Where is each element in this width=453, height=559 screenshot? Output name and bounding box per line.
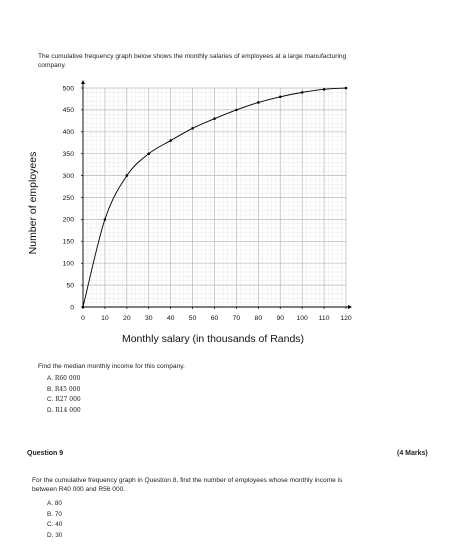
data-point xyxy=(103,218,107,221)
data-point xyxy=(147,152,151,155)
y-tick-label: 100 xyxy=(63,261,75,268)
y-tick-label: 200 xyxy=(63,217,75,224)
question8-options: A. R60 000 B. R45 000 C. R27 000 D. R14 … xyxy=(47,374,81,416)
x-tick-label: 40 xyxy=(167,315,175,322)
y-tick-label: 350 xyxy=(63,151,75,158)
y-tick-label: 250 xyxy=(63,195,75,202)
x-tick-label: 30 xyxy=(145,315,153,322)
question8-option-b[interactable]: B. R45 000 xyxy=(47,385,81,393)
x-tick-label: 110 xyxy=(319,315,330,322)
data-point xyxy=(191,126,194,130)
question9-option-b[interactable]: B. 70 xyxy=(47,510,62,518)
x-tick-label: 0 xyxy=(81,315,85,322)
data-point xyxy=(213,117,216,120)
data-point xyxy=(300,91,304,94)
question9-prompt: For the cumulative frequency graph in Qu… xyxy=(32,477,343,493)
intro-text: The cumulative frequency graph below sho… xyxy=(38,53,347,69)
x-tick-label: 120 xyxy=(340,315,352,322)
question8-option-a[interactable]: A. R60 000 xyxy=(47,375,81,382)
x-tick-label: 80 xyxy=(255,315,263,322)
question8-option-d[interactable]: D. R14 000 xyxy=(47,406,81,414)
question9-option-c[interactable]: C. 40 xyxy=(47,521,63,528)
question9-option-a[interactable]: A. 80 xyxy=(47,500,62,507)
question9-options: A. 80 B. 70 C. 40 D. 30 xyxy=(47,499,62,541)
data-point xyxy=(278,95,282,99)
series xyxy=(81,86,348,309)
data-point xyxy=(322,88,326,91)
y-tick-label: 150 xyxy=(63,239,75,246)
question8-prompt: Find the median monthly income for this … xyxy=(38,363,185,370)
y-tick-label: 500 xyxy=(63,85,75,92)
data-point xyxy=(125,174,129,177)
y-axis-arrow xyxy=(81,80,85,84)
x-tick-label: 70 xyxy=(233,315,241,322)
y-axis-label: Number of employees xyxy=(27,152,39,255)
cumulative-frequency-chart: 0 10 20 30 40 50 60 70 80 90 100 110 120 0 50 100 150 200… xyxy=(27,80,352,345)
y-tick-label: 0 xyxy=(70,304,74,311)
x-tick-label: 10 xyxy=(101,315,109,322)
question9-marks: (4 Marks) xyxy=(397,450,428,457)
data-point xyxy=(344,86,348,90)
y-tick-label: 400 xyxy=(63,129,75,136)
x-axis-label: Monthly salary (in thousands of Rands) xyxy=(122,333,304,345)
x-tick-label: 20 xyxy=(123,315,131,322)
x-tick-label: 50 xyxy=(189,315,197,322)
question9-heading: Question 9 xyxy=(27,450,64,457)
data-point xyxy=(81,305,85,309)
question9-option-d[interactable]: D. 30 xyxy=(47,531,63,539)
x-axis-arrow xyxy=(348,305,352,309)
y-tick-label: 300 xyxy=(63,173,75,180)
y-tick-label: 50 xyxy=(66,282,74,289)
tick-labels: 0 10 20 30 40 50 60 70 80 90 100 110 120 0 50 100 150 200… xyxy=(63,85,352,322)
data-point xyxy=(235,108,238,112)
x-tick-label: 60 xyxy=(211,315,219,322)
data-point xyxy=(169,139,172,142)
question8-option-c[interactable]: C. R27 000 xyxy=(47,396,81,403)
x-tick-label: 90 xyxy=(276,315,284,322)
axes xyxy=(81,80,352,309)
x-tick-label: 100 xyxy=(296,315,308,322)
grid-major xyxy=(82,87,347,308)
data-point xyxy=(257,101,260,104)
y-tick-label: 450 xyxy=(63,107,75,114)
